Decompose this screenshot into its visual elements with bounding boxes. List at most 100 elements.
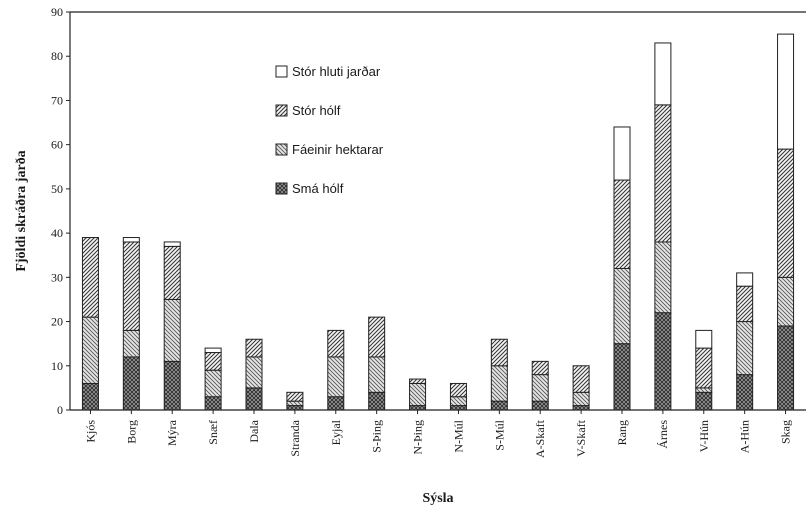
y-tick-label: 50 [51, 182, 63, 196]
x-tick-label: Skag [779, 420, 793, 444]
x-tick-label: Strandа [288, 419, 302, 456]
x-tick-label: S-Múl [492, 419, 506, 450]
bar-segment [368, 316, 386, 358]
bar-segment [777, 325, 795, 411]
bar-segment [286, 391, 304, 402]
bar-segment [695, 391, 713, 411]
bar-segment [449, 396, 467, 407]
bar-segment [122, 356, 140, 411]
bar-segment [490, 338, 508, 367]
bars [81, 33, 795, 411]
bar-segment [654, 312, 672, 411]
bar-segment [409, 382, 427, 407]
bar-segment [695, 347, 713, 389]
bar-segment [163, 360, 181, 411]
bar-segment [736, 285, 754, 323]
y-tick-label: 0 [57, 403, 63, 417]
bar-segment [572, 391, 590, 407]
bar-segment [409, 378, 427, 384]
legend-swatch [275, 104, 288, 117]
bar-segment [572, 405, 590, 411]
bar-segment [122, 237, 140, 243]
bar-segment [163, 245, 181, 300]
x-axis-title: Sýsla [422, 491, 453, 506]
bar-segment [163, 241, 181, 247]
bar-segment [204, 396, 222, 411]
y-tick-label: 60 [51, 138, 63, 152]
bar-segment [163, 298, 181, 362]
bar-segment [695, 387, 713, 393]
x-tick-label: Eyjal [329, 419, 343, 445]
bar-segment [122, 241, 140, 331]
bar-segment [736, 374, 754, 411]
bar-segment [736, 321, 754, 376]
bar-segment [490, 400, 508, 411]
bar-segment [368, 356, 386, 393]
x-tick-label: Snæf [206, 420, 220, 445]
bar-segment [531, 400, 549, 411]
bar-segment [777, 148, 795, 278]
x-tick-label: Borg [124, 420, 138, 444]
bar-segment [531, 374, 549, 402]
legend-label: Smá hólf [292, 181, 344, 196]
legend-swatch [275, 143, 288, 156]
bar-segment [449, 382, 467, 398]
bar-segment [81, 237, 99, 318]
bar-segment [613, 179, 631, 269]
bar-segment [531, 360, 549, 376]
x-tick-label: A-Skaft [533, 419, 547, 458]
bar-segment [204, 347, 222, 354]
y-tick-label: 10 [51, 359, 63, 373]
bar-segment [286, 400, 304, 407]
bar-segment [122, 329, 140, 358]
y-tick-label: 20 [51, 315, 63, 329]
x-tick-label: N-Múl [451, 419, 465, 452]
bar-segment [654, 241, 672, 314]
bar-segment [777, 276, 795, 327]
x-tick-label: Dala [247, 419, 261, 442]
y-tick-label: 40 [51, 226, 63, 240]
x-tick-labels: Kjós Borg Mýra Snæf Dala Strandа Eyjal S-Þing N-… [83, 419, 792, 458]
bar-segment [245, 387, 263, 411]
legend: Stór hluti jarðar Stór hólf Fáeinir hektar… [275, 64, 384, 196]
bar-segment [204, 369, 222, 398]
bar-segment [409, 405, 427, 411]
bar-segment [654, 104, 672, 243]
y-tick-label: 80 [51, 49, 63, 63]
bar-segment [777, 33, 795, 150]
bar-segment [81, 382, 99, 411]
bar-segment [286, 405, 304, 411]
bar-segment [81, 316, 99, 384]
y-tick-labels: 0 10 20 30 40 50 60 70 80 90 [51, 5, 63, 417]
bar-segment [368, 391, 386, 411]
bar-segment [654, 42, 672, 106]
x-tick-label: V-Skaft [574, 419, 588, 457]
bar-segment [613, 343, 631, 411]
bar-segment [572, 365, 590, 393]
bar-segment [245, 356, 263, 389]
x-tick-label: Árnes [656, 420, 670, 449]
bar-segment [613, 267, 631, 345]
bar-segment [695, 329, 713, 349]
bar-segment [204, 352, 222, 371]
legend-swatch [275, 182, 288, 195]
y-axis-title: Fjöldi skráðra jarða [13, 150, 29, 271]
y-tick-label: 70 [51, 93, 63, 107]
legend-swatch [275, 65, 288, 78]
y-tick-label: 30 [51, 270, 63, 284]
legend-label: Stór hluti jarðar [292, 64, 381, 79]
x-tick-label: N-Þing [411, 420, 425, 455]
y-tick-label: 90 [51, 5, 63, 19]
bar-segment [327, 329, 345, 358]
bar-segment [327, 356, 345, 398]
bar-segment [736, 272, 754, 287]
bar-segment [327, 396, 345, 411]
axes [66, 11, 806, 414]
x-tick-label: A-Hún [738, 420, 752, 453]
x-tick-label: S-Þing [370, 420, 384, 453]
x-tick-label: Kjós [83, 420, 97, 443]
bar-segment [245, 338, 263, 358]
bar-segment [490, 365, 508, 402]
x-tick-label: V-Hún [697, 420, 711, 452]
